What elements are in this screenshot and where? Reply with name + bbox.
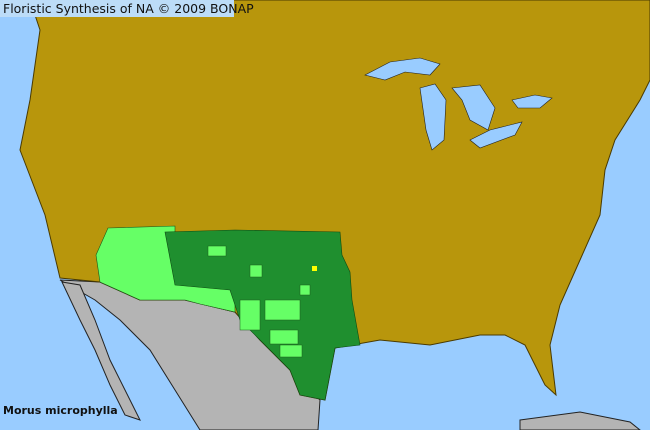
species-name: Morus microphylla [3, 404, 118, 417]
range-county-present [164, 229, 361, 401]
map-title: Floristic Synthesis of NA © 2009 BONAP [0, 0, 254, 17]
great-lakes [364, 57, 553, 151]
range-native-counties [207, 245, 311, 358]
cuba [519, 411, 641, 430]
baja-california [61, 281, 141, 421]
range-rare-county [312, 266, 317, 271]
